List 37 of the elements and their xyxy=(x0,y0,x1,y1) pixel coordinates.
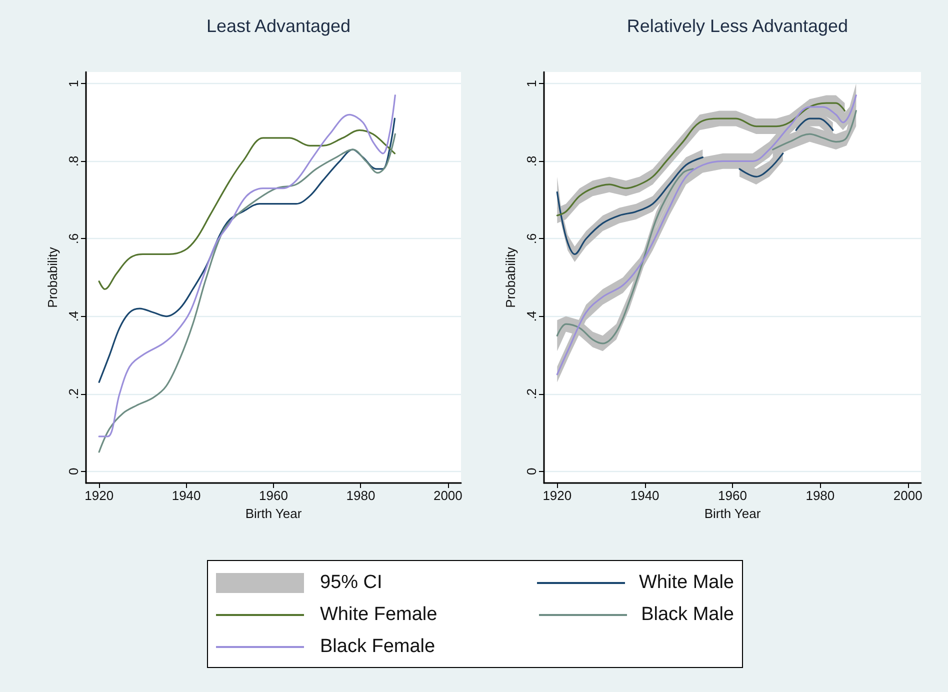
chart-title: Relatively Less Advantaged xyxy=(626,16,848,36)
y-tick-label: 0 xyxy=(524,468,539,475)
y-tick-label: .6 xyxy=(524,233,539,244)
y-axis-title: Probability xyxy=(45,246,60,308)
y-tick-label: .2 xyxy=(66,388,81,400)
x-tick-label: 2000 xyxy=(893,488,922,503)
x-tick-label: 1980 xyxy=(346,488,376,503)
legend-label: Black Male xyxy=(641,604,734,626)
x-tick-label: 1940 xyxy=(630,488,660,503)
y-tick-label: .6 xyxy=(66,233,81,244)
legend-label: Black Female xyxy=(320,636,436,658)
x-tick-label: 1940 xyxy=(172,488,201,503)
x-tick-label: 1960 xyxy=(259,488,288,503)
y-tick-label: 1 xyxy=(66,80,81,88)
legend-label: White Female xyxy=(320,604,438,626)
line-series xyxy=(98,133,396,453)
y-tick-label: .2 xyxy=(524,388,539,400)
x-tick-label: 1920 xyxy=(84,488,114,503)
y-axis-title: Probability xyxy=(503,246,518,308)
x-axis-title: Birth Year xyxy=(245,506,302,521)
x-tick-label: 1960 xyxy=(718,488,747,503)
chart-title: Least Advantaged xyxy=(206,16,351,36)
text: 95% CI xyxy=(320,572,382,594)
y-tick-label: 1 xyxy=(524,80,539,88)
legend-label: White Male xyxy=(638,572,734,594)
line-series xyxy=(98,129,396,290)
x-tick-label: 2000 xyxy=(433,488,462,503)
y-tick-label: .4 xyxy=(66,310,81,322)
x-axis-title: Birth Year xyxy=(704,506,762,521)
line-series xyxy=(98,118,396,383)
line-series xyxy=(98,94,396,438)
y-tick-label: .8 xyxy=(524,156,539,167)
x-tick-label: 1920 xyxy=(542,488,572,503)
x-tick-label: 1980 xyxy=(806,488,835,503)
y-tick-label: .4 xyxy=(524,310,539,322)
y-tick-label: .8 xyxy=(66,156,81,167)
y-tick-label: 0 xyxy=(66,468,81,475)
